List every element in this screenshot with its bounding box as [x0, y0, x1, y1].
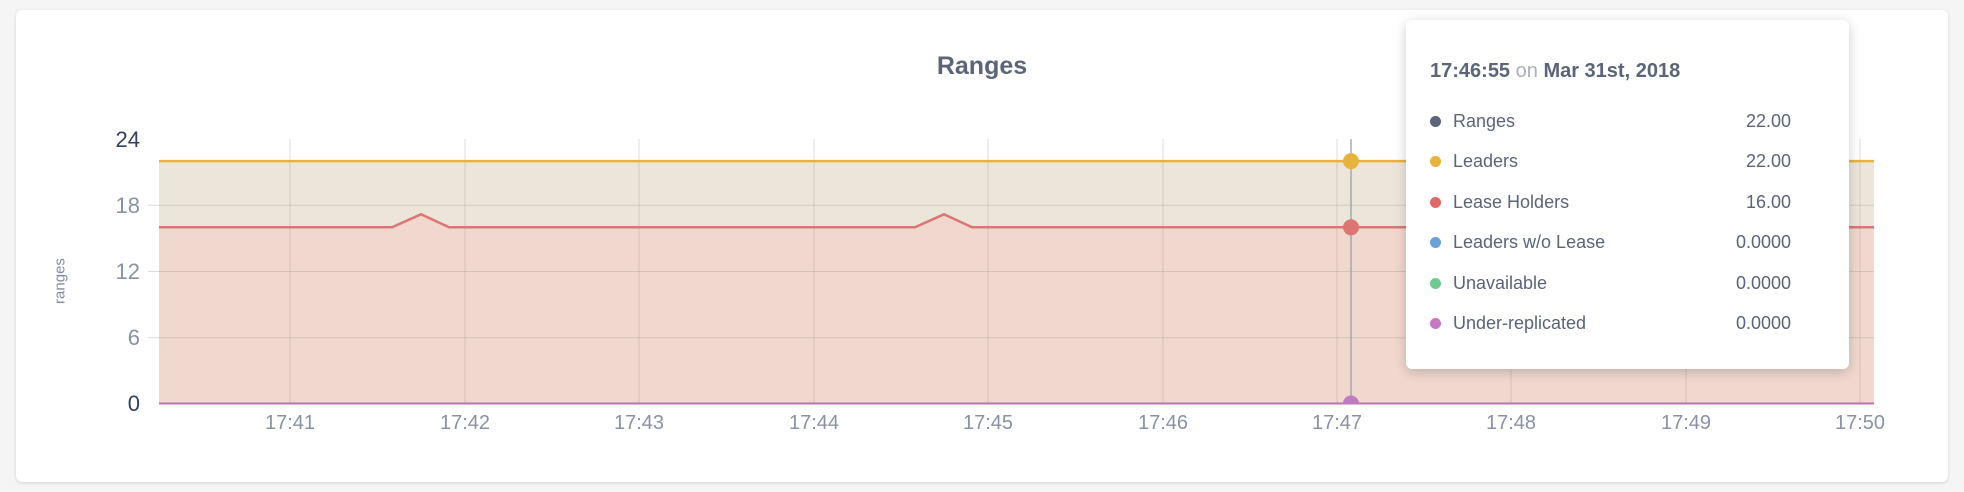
svg-text:12: 12 [116, 259, 140, 284]
svg-text:6: 6 [128, 325, 140, 350]
svg-text:18: 18 [116, 193, 140, 218]
svg-text:17:42: 17:42 [440, 412, 490, 434]
svg-text:17:46: 17:46 [1138, 412, 1188, 434]
svg-text:17:41: 17:41 [265, 412, 315, 434]
svg-text:24: 24 [116, 127, 140, 152]
svg-text:17:47: 17:47 [1312, 412, 1362, 434]
svg-text:17:50: 17:50 [1835, 412, 1885, 434]
svg-text:17:48: 17:48 [1486, 412, 1536, 434]
svg-text:17:49: 17:49 [1661, 412, 1711, 434]
svg-text:17:44: 17:44 [789, 412, 839, 434]
svg-text:17:45: 17:45 [963, 412, 1013, 434]
svg-text:17:43: 17:43 [614, 412, 664, 434]
svg-text:0: 0 [128, 391, 140, 416]
